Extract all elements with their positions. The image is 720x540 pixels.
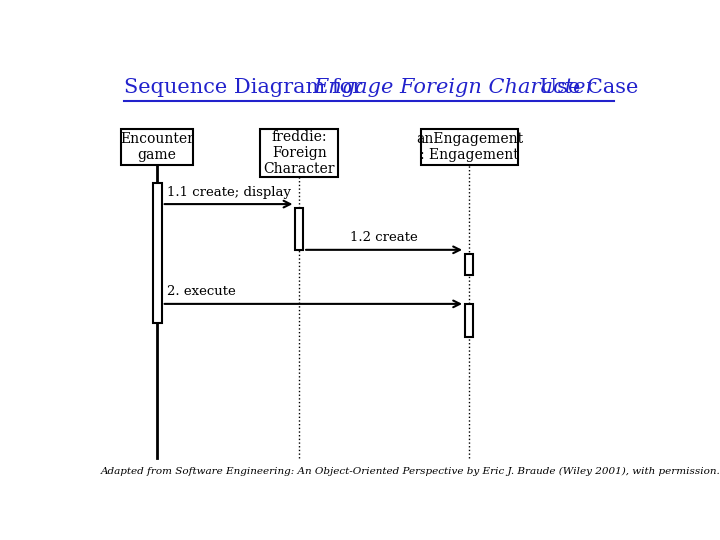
Text: 1.1 create; display: 1.1 create; display (167, 186, 292, 199)
Text: anEngagement
: Engagement: anEngagement : Engagement (416, 132, 523, 162)
Text: Engage Foreign Character: Engage Foreign Character (314, 78, 596, 97)
Text: Encounter
game: Encounter game (120, 132, 194, 162)
Bar (153, 183, 162, 322)
Text: Use Case: Use Case (533, 78, 638, 97)
Bar (121, 129, 193, 165)
Text: Adapted from Software Engineering: An Object-Oriented Perspective by Eric J. Bra: Adapted from Software Engineering: An Ob… (101, 467, 720, 476)
Text: Sequence Diagram for: Sequence Diagram for (124, 78, 369, 97)
Text: freddie:
Foreign
Character: freddie: Foreign Character (264, 130, 335, 177)
Text: 2. execute: 2. execute (167, 286, 236, 299)
Bar (295, 208, 303, 250)
Bar (420, 129, 518, 165)
Bar (465, 304, 473, 337)
Text: 1.2 create: 1.2 create (350, 232, 418, 245)
Bar (465, 254, 473, 275)
Bar (260, 129, 338, 177)
